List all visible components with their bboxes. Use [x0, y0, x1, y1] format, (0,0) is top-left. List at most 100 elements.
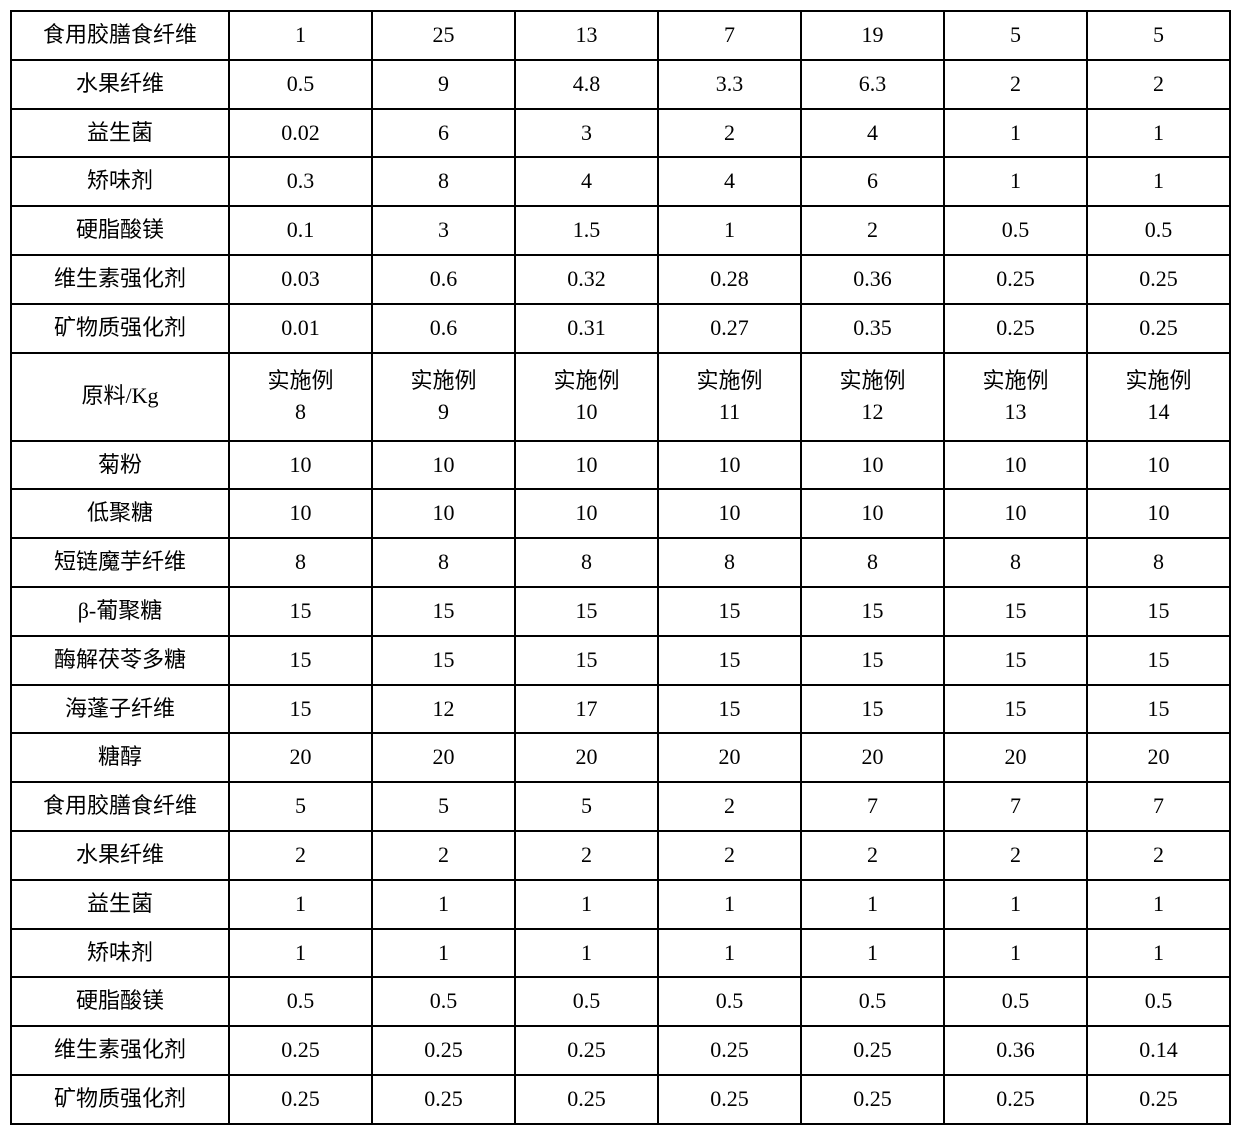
- cell: 0.36: [944, 1026, 1087, 1075]
- cell: 1: [1087, 929, 1230, 978]
- cell: 0.1: [229, 206, 372, 255]
- cell: 0.32: [515, 255, 658, 304]
- cell: 20: [372, 733, 515, 782]
- cell: 5: [944, 11, 1087, 60]
- cell: 15: [515, 636, 658, 685]
- cell: 15: [1087, 636, 1230, 685]
- column-header: 实施例 12: [801, 353, 944, 441]
- cell: 10: [372, 489, 515, 538]
- table-row: 糖醇 20 20 20 20 20 20 20: [11, 733, 1230, 782]
- cell: 0.5: [1087, 206, 1230, 255]
- cell: 10: [1087, 441, 1230, 490]
- cell: 10: [515, 441, 658, 490]
- table-row: 矫味剂 0.3 8 4 4 6 1 1: [11, 157, 1230, 206]
- cell: 20: [658, 733, 801, 782]
- cell: 3: [515, 109, 658, 158]
- cell: 0.03: [229, 255, 372, 304]
- cell: 1: [515, 880, 658, 929]
- cell: 8: [372, 538, 515, 587]
- row-label: 矿物质强化剂: [11, 1075, 229, 1124]
- header-prefix: 实施例: [663, 366, 796, 397]
- cell: 0.25: [229, 1075, 372, 1124]
- header-num: 14: [1092, 397, 1225, 428]
- cell: 15: [515, 587, 658, 636]
- cell: 0.5: [1087, 977, 1230, 1026]
- row-label: 水果纤维: [11, 831, 229, 880]
- cell: 0.25: [515, 1026, 658, 1075]
- cell: 1: [944, 880, 1087, 929]
- cell: 10: [1087, 489, 1230, 538]
- table-row: 益生菌 0.02 6 3 2 4 1 1: [11, 109, 1230, 158]
- table-row: 水果纤维 2 2 2 2 2 2 2: [11, 831, 1230, 880]
- cell: 10: [944, 441, 1087, 490]
- header-num: 13: [949, 397, 1082, 428]
- cell: 10: [515, 489, 658, 538]
- cell: 5: [229, 782, 372, 831]
- cell: 15: [372, 587, 515, 636]
- row-label: 酶解茯苓多糖: [11, 636, 229, 685]
- cell: 3.3: [658, 60, 801, 109]
- table-row: 矿物质强化剂 0.01 0.6 0.31 0.27 0.35 0.25 0.25: [11, 304, 1230, 353]
- cell: 15: [801, 587, 944, 636]
- cell: 4: [801, 109, 944, 158]
- table-row: 短链魔芋纤维 8 8 8 8 8 8 8: [11, 538, 1230, 587]
- header-num: 11: [663, 397, 796, 428]
- cell: 0.28: [658, 255, 801, 304]
- cell: 10: [372, 441, 515, 490]
- cell: 0.02: [229, 109, 372, 158]
- row-label: 水果纤维: [11, 60, 229, 109]
- cell: 0.6: [372, 255, 515, 304]
- cell: 9: [372, 60, 515, 109]
- table-row: 海蓬子纤维 15 12 17 15 15 15 15: [11, 685, 1230, 734]
- cell: 0.35: [801, 304, 944, 353]
- cell: 3: [372, 206, 515, 255]
- cell: 1: [1087, 157, 1230, 206]
- header-num: 8: [234, 397, 367, 428]
- cell: 2: [658, 109, 801, 158]
- cell: 15: [801, 685, 944, 734]
- cell: 10: [944, 489, 1087, 538]
- cell: 10: [229, 441, 372, 490]
- header-prefix: 实施例: [806, 366, 939, 397]
- cell: 15: [1087, 685, 1230, 734]
- row-label: 维生素强化剂: [11, 255, 229, 304]
- cell: 19: [801, 11, 944, 60]
- cell: 7: [1087, 782, 1230, 831]
- cell: 1: [1087, 109, 1230, 158]
- cell: 7: [944, 782, 1087, 831]
- cell: 15: [658, 587, 801, 636]
- cell: 20: [229, 733, 372, 782]
- cell: 7: [801, 782, 944, 831]
- cell: 1: [1087, 880, 1230, 929]
- cell: 0.14: [1087, 1026, 1230, 1075]
- cell: 6: [801, 157, 944, 206]
- cell: 1: [658, 880, 801, 929]
- cell: 2: [1087, 60, 1230, 109]
- cell: 2: [801, 831, 944, 880]
- row-label: 硬脂酸镁: [11, 977, 229, 1026]
- cell: 1: [515, 929, 658, 978]
- table-row: 矫味剂 1 1 1 1 1 1 1: [11, 929, 1230, 978]
- table-row: 酶解茯苓多糖 15 15 15 15 15 15 15: [11, 636, 1230, 685]
- column-header: 实施例 13: [944, 353, 1087, 441]
- cell: 0.25: [801, 1075, 944, 1124]
- cell: 2: [658, 831, 801, 880]
- cell: 2: [229, 831, 372, 880]
- cell: 10: [229, 489, 372, 538]
- cell: 1: [801, 929, 944, 978]
- table-row: 维生素强化剂 0.03 0.6 0.32 0.28 0.36 0.25 0.25: [11, 255, 1230, 304]
- cell: 0.25: [801, 1026, 944, 1075]
- cell: 0.25: [372, 1075, 515, 1124]
- table-row: 维生素强化剂 0.25 0.25 0.25 0.25 0.25 0.36 0.1…: [11, 1026, 1230, 1075]
- cell: 2: [658, 782, 801, 831]
- cell: 8: [801, 538, 944, 587]
- cell: 15: [1087, 587, 1230, 636]
- cell: 8: [944, 538, 1087, 587]
- cell: 15: [229, 685, 372, 734]
- cell: 15: [229, 636, 372, 685]
- cell: 20: [1087, 733, 1230, 782]
- table-header-row: 原料/Kg 实施例 8 实施例 9 实施例 10: [11, 353, 1230, 441]
- cell: 0.25: [658, 1026, 801, 1075]
- cell: 5: [515, 782, 658, 831]
- cell: 1.5: [515, 206, 658, 255]
